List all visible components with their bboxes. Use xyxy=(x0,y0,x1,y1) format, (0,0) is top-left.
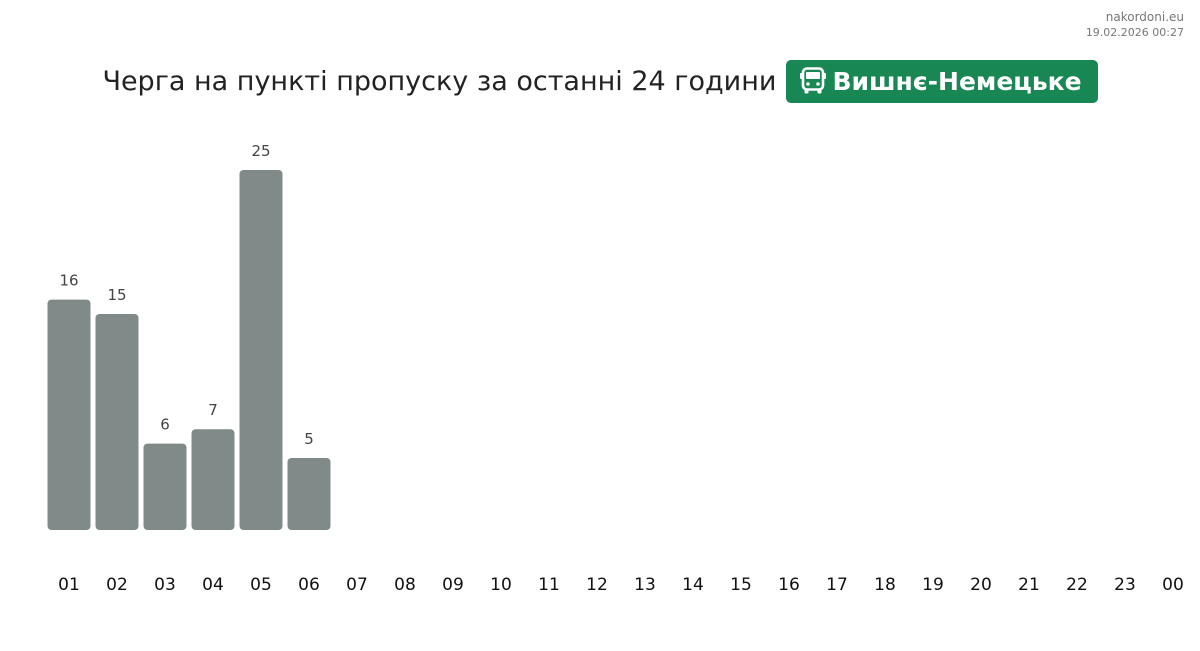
bus-icon xyxy=(800,67,827,95)
x-tick-label: 22 xyxy=(1066,575,1088,595)
x-tick-label: 17 xyxy=(826,575,848,595)
bar-05 xyxy=(239,170,283,530)
checkpoint-badge: Вишнє-Немецьке xyxy=(786,59,1098,103)
bar-01 xyxy=(47,299,91,530)
data-label-04: 7 xyxy=(208,401,218,419)
data-label-03: 6 xyxy=(160,416,170,434)
x-tick-label: 16 xyxy=(778,575,800,595)
x-tick-label: 06 xyxy=(298,575,320,595)
x-tick-label: 10 xyxy=(490,575,512,595)
bar-03 xyxy=(143,443,187,530)
watermark-site: nakordoni.eu xyxy=(1105,10,1184,24)
x-tick-label: 01 xyxy=(58,575,80,595)
x-tick-label: 12 xyxy=(586,575,608,595)
x-tick-label: 04 xyxy=(202,575,224,595)
x-tick-label: 23 xyxy=(1114,575,1136,595)
watermark-timestamp: 19.02.2026 00:27 xyxy=(1085,26,1184,39)
data-label-02: 15 xyxy=(107,286,126,304)
bar-02 xyxy=(95,314,139,530)
checkpoint-name: Вишнє-Немецьке xyxy=(832,66,1082,96)
chart-header: Черга на пункті пропуску за останні 24 г… xyxy=(0,59,1200,103)
watermark: nakordoni.eu 19.02.2026 00:27 xyxy=(1086,9,1184,41)
bar-04 xyxy=(191,429,235,530)
x-tick-label: 11 xyxy=(538,575,560,595)
data-label-01: 16 xyxy=(59,272,78,290)
x-tick-label: 14 xyxy=(682,575,704,595)
data-label-06: 5 xyxy=(304,430,314,448)
x-tick-label: 05 xyxy=(250,575,272,595)
x-tick-label: 02 xyxy=(106,575,128,595)
data-label-05: 25 xyxy=(251,142,270,160)
chart-title: Черга на пункті пропуску за останні 24 г… xyxy=(102,65,777,97)
x-tick-label: 20 xyxy=(970,575,992,595)
x-tick-label: 13 xyxy=(634,575,656,595)
x-tick-label: 15 xyxy=(730,575,752,595)
x-tick-label: 07 xyxy=(346,575,368,595)
x-tick-label: 09 xyxy=(442,575,464,595)
x-tick-label: 18 xyxy=(874,575,896,595)
x-tick-label: 00 xyxy=(1162,575,1184,595)
x-tick-label: 08 xyxy=(394,575,416,595)
x-tick-label: 03 xyxy=(154,575,176,595)
x-tick-label: 21 xyxy=(1018,575,1040,595)
x-tick-label: 19 xyxy=(922,575,944,595)
bar-06 xyxy=(287,458,331,530)
